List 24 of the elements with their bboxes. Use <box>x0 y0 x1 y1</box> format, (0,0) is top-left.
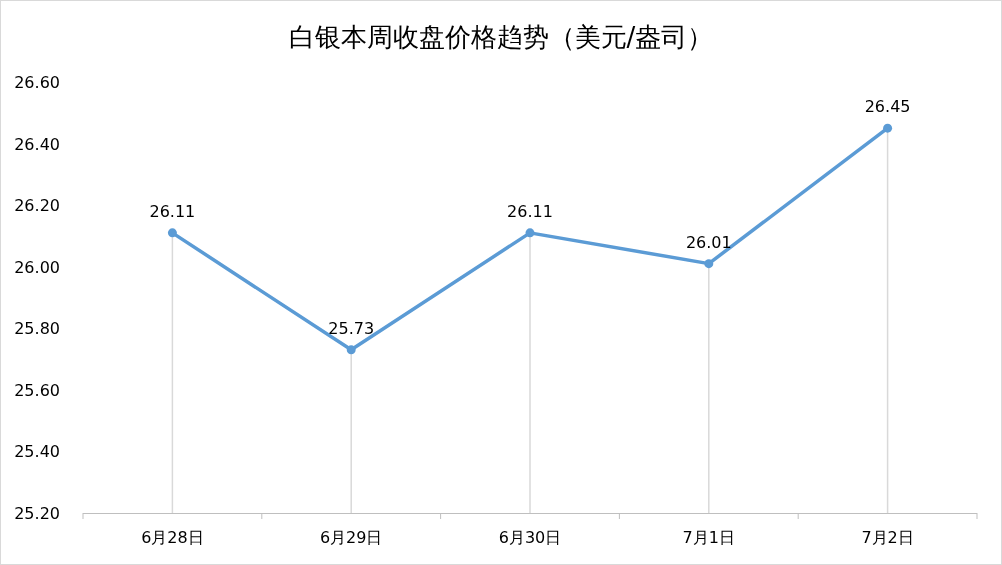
data-label: 26.01 <box>685 232 732 252</box>
y-tick-label: 25.80 <box>14 319 60 339</box>
point <box>346 345 356 355</box>
y-tick-label: 25.40 <box>14 442 60 462</box>
data-label: 26.11 <box>149 201 196 221</box>
y-tick-label: 26.40 <box>14 134 60 154</box>
data-label: 25.73 <box>328 318 375 338</box>
x-tick-label: 7月2日 <box>861 528 914 547</box>
point <box>525 228 535 238</box>
point <box>167 228 177 238</box>
y-tick-label: 26.20 <box>14 196 60 216</box>
point <box>704 259 714 269</box>
point <box>883 123 893 133</box>
chart-title: 白银本周收盘价格趋势（美元/盎司） <box>288 22 714 52</box>
y-tick-label: 25.60 <box>14 380 60 400</box>
y-tick-label: 26.60 <box>14 73 60 92</box>
y-tick-label: 25.20 <box>14 504 60 523</box>
x-tick-label: 6月28日 <box>141 528 204 547</box>
data-label: 26.11 <box>507 201 553 221</box>
x-tick-label: 6月29日 <box>319 528 383 547</box>
y-tick-label: 26.00 <box>14 257 60 277</box>
data-label: 26.45 <box>864 97 911 117</box>
x-tick-label: 7月1日 <box>682 528 735 547</box>
x-tick-label: 6月30日 <box>498 528 562 547</box>
